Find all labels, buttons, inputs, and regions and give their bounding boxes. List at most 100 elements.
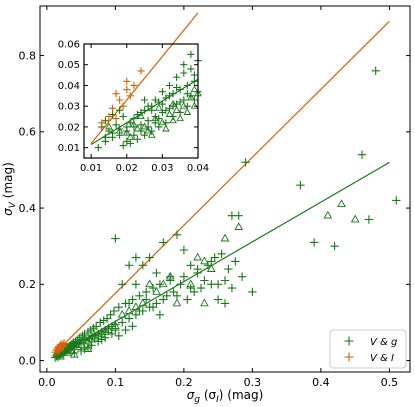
- main-point-s0-72: [179, 272, 189, 281]
- main-point-s0-125: [217, 249, 226, 258]
- main-point-s2-20: [193, 252, 202, 261]
- inset-x-tick-label-1: 0.02: [116, 163, 138, 174]
- x-axis-label: σg (σI) (mag): [187, 388, 264, 405]
- inset-point-s0-40: [158, 100, 166, 108]
- legend-marker-vi: [344, 352, 354, 362]
- main-point-s0-36: [80, 329, 89, 339]
- inset-background: [84, 44, 198, 158]
- legend-marker-vg: [344, 336, 354, 346]
- main-point-s0-54: [109, 306, 119, 316]
- main-point-s2-14: [145, 279, 154, 288]
- main-point-s0-115: [148, 303, 158, 312]
- legend-marker-vg-glyph: [344, 336, 354, 346]
- main-point-s0-86: [121, 325, 130, 335]
- main-point-s0-110: [131, 253, 141, 262]
- main-y-tick-label-1: 0.2: [19, 278, 37, 291]
- inset-point-s1-10: [112, 90, 120, 98]
- main-point-s0-124: [210, 253, 219, 262]
- main-point-s0-98: [159, 238, 168, 247]
- inset-point-s0-31: [162, 106, 170, 114]
- main-point-s0-133: [330, 242, 339, 251]
- main-point-s2-17: [165, 271, 175, 280]
- main-point-s2-2: [66, 346, 76, 354]
- main-point-s2-10: [117, 309, 127, 318]
- main-point-s0-121: [190, 287, 199, 297]
- main-point-s0-95: [138, 261, 147, 270]
- legend: V & g V & I: [329, 329, 407, 369]
- main-point-s2-33: [100, 327, 110, 335]
- inset-point-s2-12: [187, 93, 195, 101]
- main-y-tick-label-4: 0.8: [19, 49, 37, 62]
- inset-point-s0-4: [112, 121, 120, 129]
- inset-point-s0-58: [133, 135, 141, 143]
- inset-point-s2-6: [144, 126, 152, 134]
- main-point-s0-128: [237, 272, 247, 281]
- inset-point-s1-4: [116, 96, 124, 104]
- inset-point-s2-16: [162, 124, 170, 132]
- main-point-s0-96: [145, 253, 154, 262]
- inset-point-s0-66: [158, 88, 166, 96]
- main-point-s0-137: [392, 196, 401, 205]
- main-point-s0-113: [135, 306, 144, 316]
- main-point-s0-112: [118, 280, 127, 289]
- inset-x-tick-label-0: 0.01: [80, 163, 102, 174]
- main-point-s0-73: [186, 283, 195, 293]
- inset-y-tick-label-2: 0.03: [58, 102, 80, 113]
- inset-point-s2-21: [126, 132, 135, 140]
- main-point-s0-83: [100, 333, 110, 342]
- main-point-s0-52: [106, 310, 115, 319]
- main-plot: 0.0 0.1 0.2 0.3 0.4 0.50.00.20.40.60.8 σg (σI…: [1, 5, 411, 405]
- main-point-s0-131: [296, 181, 305, 190]
- main-point-s2-7: [97, 328, 107, 337]
- inset-point-s0-59: [126, 139, 134, 148]
- x-axis-label-tail: ) (mag): [219, 388, 264, 402]
- y-axis-label: σV (mag): [1, 162, 18, 216]
- main-point-s0-127: [231, 257, 240, 266]
- y-axis-label-sub: V: [8, 201, 18, 208]
- inset-point-s2-8: [158, 118, 167, 126]
- main-point-s0-78: [220, 276, 230, 285]
- main-x-tick-label-3: 0.3: [244, 376, 262, 389]
- main-point-s2-26: [337, 199, 346, 208]
- main-y-tick-label-2: 0.4: [19, 202, 37, 215]
- legend-marker-vi-glyph: [344, 352, 354, 362]
- inset-plot: 0.01 0.02 0.03 0.04 0.01 0.02 0.03 0.04 0.05 0.06: [58, 12, 209, 174]
- inset-x-tick-label-3: 0.04: [187, 163, 209, 174]
- inset-point-s1-7: [126, 92, 134, 100]
- main-point-s2-13: [138, 298, 148, 307]
- main-point-s0-64: [142, 287, 151, 297]
- main-point-s0-87: [128, 322, 137, 331]
- main-point-s0-135: [364, 215, 374, 224]
- main-point-s0-119: [176, 280, 185, 289]
- inset-point-s0-68: [144, 102, 152, 110]
- main-point-s0-92: [111, 325, 120, 335]
- main-point-s0-44: [92, 322, 101, 331]
- inset-point-s2-0: [105, 122, 113, 130]
- inset-point-s1-11: [123, 77, 131, 85]
- main-point-s2-18: [172, 298, 182, 307]
- main-point-s2-9: [111, 321, 120, 330]
- inset-y-tick-label-0: 0.01: [58, 143, 80, 154]
- y-axis-label-main: σ: [1, 208, 15, 216]
- main-point-s2-4: [76, 340, 86, 349]
- inset-point-s0-67: [151, 96, 159, 104]
- inset-point-s0-13: [144, 117, 152, 125]
- main-point-s0-108: [234, 211, 243, 220]
- main-point-s2-30: [69, 349, 79, 358]
- inset-point-s2-17: [169, 116, 177, 124]
- main-point-s0-129: [248, 287, 257, 297]
- inset-point-s1-2: [108, 104, 117, 112]
- main-x-tick-label-0: 0.0: [38, 376, 56, 389]
- main-point-s0-62: [135, 291, 144, 300]
- inset-points: [94, 50, 202, 152]
- main-fit-lines: [53, 20, 390, 358]
- inset-y-tick-label-5: 0.06: [58, 40, 80, 51]
- main-point-s0-136: [371, 66, 380, 75]
- main-point-s2-3: [73, 342, 83, 351]
- main-point-s2-19: [186, 279, 196, 288]
- main-point-s0-111: [124, 261, 134, 270]
- main-point-s0-101: [179, 245, 189, 255]
- x-axis-label-mid: (σ: [200, 388, 216, 402]
- main-point-s0-89: [76, 346, 86, 356]
- main-point-s0-84: [107, 329, 117, 339]
